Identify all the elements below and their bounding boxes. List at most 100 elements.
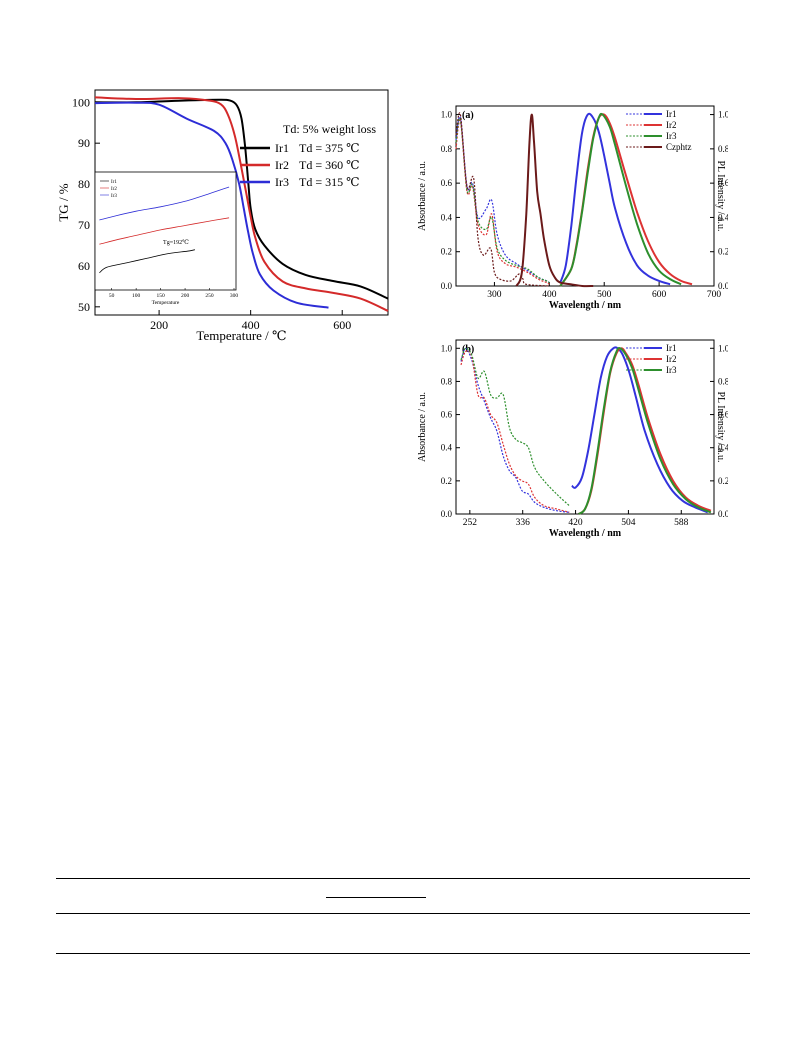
panel-a-x-tick-label: 300 [487, 290, 502, 300]
panel-b-x-tick-label: 420 [568, 518, 583, 528]
tg-legend-name: Ir1 [275, 141, 289, 155]
tg-y-tick-label: 60 [78, 259, 90, 273]
tg-inset-series-ir2 [99, 217, 230, 245]
panel-a-y-tick-label-left: 0.6 [441, 178, 453, 188]
panel-a-abs-ir1 [455, 115, 550, 284]
panel-b-abs-ir2 [460, 350, 570, 513]
panel-a-abs-ir2 [455, 119, 550, 285]
panel-b-y-tick-label-left: 0.0 [441, 509, 453, 519]
panel-b-pl-ir1 [571, 346, 709, 514]
panel-a-y-axis-label-right: PL Intensity / a.u. [715, 160, 726, 231]
panel-a-y-tick-label-right: 0.0 [718, 281, 728, 291]
panel-a-y-tick-label-right: 0.2 [718, 247, 728, 257]
table-header-underline [326, 897, 426, 898]
panel-a-x-axis-label: Wavelength / nm [549, 300, 622, 311]
panel-b-legend-label: Ir1 [666, 343, 677, 353]
table-top-rule [56, 878, 750, 880]
tg-inset-tick-label: 50 [109, 293, 115, 299]
panel-a-panel-label: (a) [462, 110, 474, 121]
tg-legend-name: Ir3 [275, 175, 289, 189]
panel-a-legend-label: Ir1 [666, 109, 677, 119]
panel-b-y-axis-label-right: PL Intensity / a.u. [715, 391, 726, 462]
panel-b-abs-ir3 [460, 347, 570, 507]
panel-b-y-tick-label-left: 0.6 [441, 410, 453, 420]
panel-b-y-tick-label-left: 0.4 [441, 443, 453, 453]
tg-legend-td: Td = 375 ℃ [299, 141, 360, 155]
panel-a-y-tick-label-right: 1.0 [718, 110, 728, 120]
panel-b-y-tick-label-left: 0.2 [441, 476, 452, 486]
table-mid-rule [56, 913, 750, 914]
panel-b-y-axis-label: Absorbance / a.u. [417, 392, 428, 462]
tg-inset-legend-label: Ir1 [111, 180, 117, 185]
tg-y-tick-label: 70 [78, 218, 90, 232]
tg-inset-legend-label: Ir3 [111, 194, 117, 199]
panel-a-legend-label: Ir2 [666, 120, 677, 130]
panel-b-pl-ir3 [578, 347, 712, 515]
tg-y-tick-label: 80 [78, 177, 90, 191]
panel-a-legend-label: Ir3 [666, 131, 677, 141]
table-bottom-rule [56, 953, 750, 955]
panel-b-y-tick-label-right: 0.4 [718, 443, 728, 453]
tg-inset-series-ir3 [99, 186, 230, 221]
panel-a-x-tick-label: 500 [597, 290, 612, 300]
absorption-pl-chart-b: 252 336 420 504 588 0.0 0.0 0.2 0.2 0.4 0.4 0.6 0.6 0… [417, 339, 728, 539]
panel-a-y-tick-label-left: 0.4 [441, 212, 453, 222]
tg-inset-annotation: Tg=192℃ [163, 239, 189, 246]
tg-inset-tick-label: 250 [205, 293, 214, 299]
tg-inset-tick-label: 100 [132, 293, 141, 299]
tg-series-ir2 [94, 96, 389, 312]
tg-chart: 200 400 600 50 60 70 80 90 100 Temperature / ℃ TG … [56, 89, 389, 343]
tg-inset-tick-label: 300 [230, 293, 239, 299]
panel-a-y-tick-label-left: 0.2 [441, 247, 452, 257]
panel-b-y-tick-label-right: 1.0 [718, 343, 728, 353]
panel-a-y-tick-label-right: 0.4 [718, 212, 728, 222]
panel-a-pl-ir1 [559, 112, 671, 286]
tg-legend-td: Td = 315 ℃ [299, 175, 360, 189]
panel-b-y-tick-label-right: 0.8 [718, 376, 728, 386]
panel-a-abs-czphtz [455, 112, 550, 287]
panel-a-x-tick-label: 600 [652, 290, 667, 300]
tg-legend-title: Td: 5% weight loss [283, 122, 376, 136]
tg-y-tick-label: 90 [78, 136, 90, 150]
panel-b-legend-label: Ir2 [666, 354, 677, 364]
panel-a-y-axis-label: Absorbance / a.u. [417, 161, 428, 231]
panel-b-x-tick-label: 336 [516, 518, 531, 528]
tg-x-tick-label: 400 [242, 318, 260, 332]
panel-a-y-tick-label-right: 0.8 [718, 144, 728, 154]
panel-a-pl-ir3 [559, 112, 682, 287]
panel-b-x-tick-label: 588 [674, 518, 689, 528]
tg-legend-td: Td = 360 ℃ [299, 158, 360, 172]
panel-b-x-tick-label: 252 [463, 518, 478, 528]
tg-legend-name: Ir2 [275, 158, 289, 172]
tg-x-axis-label: Temperature / ℃ [196, 328, 286, 343]
panel-b-y-tick-label-right: 0.0 [718, 509, 728, 519]
tg-y-tick-label: 100 [72, 95, 90, 109]
panel-b-plot-frame [455, 339, 715, 515]
tg-x-tick-label: 600 [333, 318, 351, 332]
tg-inset-tick-label: 150 [156, 293, 165, 299]
panel-a-abs-ir3 [455, 117, 550, 284]
panel-a-y-tick-label-left: 0.8 [441, 144, 453, 154]
tg-series-ir3 [94, 101, 329, 309]
panel-b-y-tick-label-right: 0.6 [718, 410, 728, 420]
tg-inset-tick-label: 200 [181, 293, 190, 299]
panel-a-legend-label: Czphtz [666, 142, 692, 152]
tg-x-tick-label: 200 [150, 318, 168, 332]
panel-a-y-tick-label-left: 1.0 [441, 110, 453, 120]
tg-y-tick-label: 50 [78, 300, 90, 314]
panel-b-x-tick-label: 504 [621, 518, 636, 528]
tg-inset-series-ir1 [99, 249, 195, 274]
panel-a-x-tick-label: 400 [542, 290, 557, 300]
panel-b-x-axis-label: Wavelength / nm [549, 528, 622, 539]
panel-a-pl-czphtz [515, 113, 594, 288]
panel-b-y-tick-label-right: 0.2 [718, 476, 728, 486]
panel-b-legend-label: Ir3 [666, 365, 677, 375]
panel-a-y-tick-label-right: 0.6 [718, 178, 728, 188]
panel-b-y-tick-label-left: 1.0 [441, 343, 453, 353]
tg-inset-frame [94, 171, 237, 291]
tg-inset-legend-label: Ir2 [111, 187, 117, 192]
tg-inset-x-label: Temperature [152, 300, 180, 306]
panel-b-y-tick-label-left: 0.8 [441, 376, 453, 386]
panel-a-y-tick-label-left: 0.0 [441, 281, 453, 291]
